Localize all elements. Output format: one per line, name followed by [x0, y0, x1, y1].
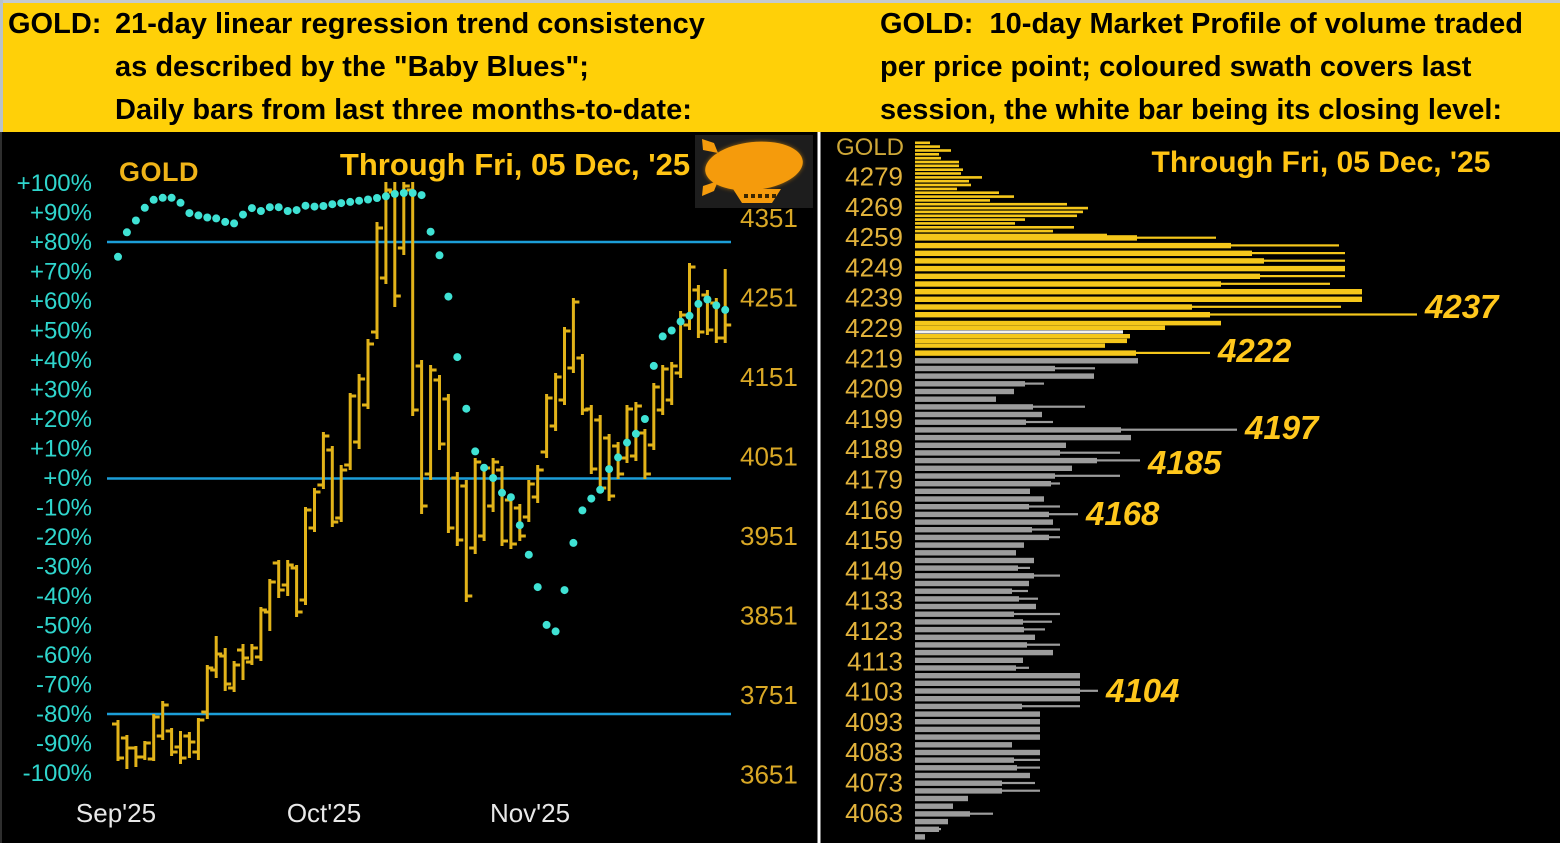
svg-text:4104: 4104: [1105, 672, 1179, 709]
svg-text:4168: 4168: [1085, 495, 1160, 532]
svg-text:4259: 4259: [845, 222, 903, 252]
svg-text:4063: 4063: [845, 798, 903, 828]
svg-text:4269: 4269: [845, 192, 903, 222]
svg-text:4209: 4209: [845, 374, 903, 404]
svg-text:4197: 4197: [1244, 409, 1320, 446]
svg-text:Through Fri, 05 Dec, '25: Through Fri, 05 Dec, '25: [340, 147, 690, 182]
svg-text:4237: 4237: [1424, 288, 1500, 325]
svg-text:+80%: +80%: [30, 229, 92, 256]
svg-text:4189: 4189: [845, 434, 903, 464]
svg-text:3651: 3651: [740, 760, 798, 790]
svg-text:4113: 4113: [847, 646, 903, 676]
svg-text:-50%: -50%: [36, 613, 92, 640]
svg-text:4123: 4123: [845, 616, 903, 646]
svg-text:-90%: -90%: [36, 731, 92, 758]
svg-text:GOLD: GOLD: [836, 134, 904, 161]
svg-text:-80%: -80%: [36, 701, 92, 728]
svg-text:4279: 4279: [845, 162, 903, 192]
svg-text:+100%: +100%: [17, 170, 92, 197]
svg-text:4159: 4159: [845, 525, 903, 555]
svg-text:+40%: +40%: [30, 347, 92, 374]
svg-text:+0%: +0%: [43, 465, 92, 492]
svg-text:4251: 4251: [740, 283, 798, 313]
svg-text:4149: 4149: [845, 555, 903, 585]
svg-text:-40%: -40%: [36, 583, 92, 610]
svg-text:4249: 4249: [845, 252, 903, 282]
svg-text:+10%: +10%: [30, 436, 92, 463]
svg-text:Nov'25: Nov'25: [490, 798, 570, 828]
svg-text:4219: 4219: [845, 343, 903, 373]
svg-text:-10%: -10%: [36, 495, 92, 522]
svg-text:Sep'25: Sep'25: [76, 798, 156, 828]
svg-text:4133: 4133: [845, 586, 903, 616]
svg-text:4239: 4239: [845, 283, 903, 313]
svg-text:+60%: +60%: [30, 288, 92, 315]
svg-text:3851: 3851: [740, 601, 798, 631]
svg-text:4222: 4222: [1217, 332, 1292, 369]
svg-text:+20%: +20%: [30, 406, 92, 433]
svg-text:3751: 3751: [740, 680, 798, 710]
svg-text:GOLD: GOLD: [119, 157, 199, 187]
svg-text:4169: 4169: [845, 495, 903, 525]
svg-text:+70%: +70%: [30, 259, 92, 286]
svg-text:4179: 4179: [845, 465, 903, 495]
svg-text:+50%: +50%: [30, 318, 92, 345]
svg-text:-20%: -20%: [36, 524, 92, 551]
svg-text:4185: 4185: [1147, 444, 1222, 481]
svg-text:Oct'25: Oct'25: [287, 798, 361, 828]
svg-text:4051: 4051: [740, 442, 798, 472]
svg-text:+90%: +90%: [30, 200, 92, 227]
svg-text:-100%: -100%: [23, 760, 92, 787]
svg-text:-60%: -60%: [36, 642, 92, 669]
svg-text:4229: 4229: [845, 313, 903, 343]
svg-text:-30%: -30%: [36, 554, 92, 581]
svg-text:4083: 4083: [845, 737, 903, 767]
svg-text:-70%: -70%: [36, 672, 92, 699]
svg-text:4073: 4073: [845, 768, 903, 798]
svg-text:3951: 3951: [740, 521, 798, 551]
svg-text:4103: 4103: [845, 677, 903, 707]
svg-text:+30%: +30%: [30, 377, 92, 404]
svg-text:4151: 4151: [740, 362, 798, 392]
svg-text:4199: 4199: [845, 404, 903, 434]
svg-text:Through Fri, 05 Dec, '25: Through Fri, 05 Dec, '25: [1152, 146, 1491, 179]
svg-text:4093: 4093: [845, 707, 903, 737]
